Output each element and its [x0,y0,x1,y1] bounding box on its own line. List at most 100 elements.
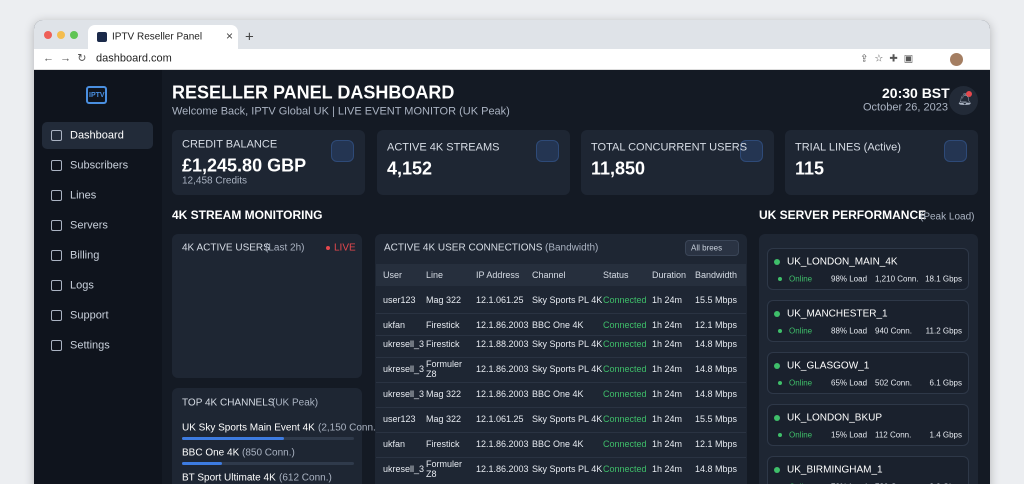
menu-item[interactable]: Lines [70,189,97,202]
table-cell: 12.1.86.2003 [476,438,529,449]
tab[interactable] [88,25,238,49]
menu-item[interactable]: Dashboard [70,129,124,142]
channel-bar-track [182,462,354,465]
server-name: UK_LONDON_MAIN_4K [787,256,898,268]
server-connections: 112 Conn. [875,430,912,440]
table-cell: 1h 24m [652,438,683,449]
table-cell: ukfan [383,319,406,330]
menu-icon [51,250,62,261]
connections-note: (Bandwidth) [545,242,599,254]
stat-value: 11,850 [591,158,646,179]
menu-item[interactable]: Logs [70,279,94,292]
table-cell: 1h 24m [652,388,683,399]
filter-label[interactable]: All brees [691,243,723,253]
table-cell: BBC One 4K [532,319,584,330]
table-cell: ukresell_3 [383,363,425,374]
table-cell: Sky Sports PL 4K [532,294,603,305]
stat-icon [740,140,763,162]
status-dot [774,467,780,473]
table-cell: Sky Sports PL 4K [532,363,603,374]
table-cell: 12.1.061.25 [476,294,524,305]
stat-label: ACTIVE 4K STREAMS [387,141,500,154]
status-dot [774,415,780,421]
section-title: 4K STREAM MONITORING [172,208,323,223]
column-header: IP Address [476,269,520,280]
menu-icon [51,310,62,321]
table-cell: 12.1.061.25 [476,413,524,424]
menu-icon [51,280,62,291]
row-divider [376,456,746,458]
row-divider [376,312,746,314]
status-dot [774,311,780,317]
row-divider [376,356,746,358]
close-dot[interactable] [44,31,52,39]
server-name: UK_MANCHESTER_1 [787,308,888,320]
server-load: 65% Load [831,378,868,388]
table-cell: 14.8 Mbps [695,363,738,374]
server-load: 79% Load [831,482,867,484]
table-cell: Connected [603,294,647,305]
menu-item[interactable]: Billing [70,249,100,262]
server-bandwidth: 18.1 Gbps [925,274,962,284]
table-cell: 14.8 Mbps [695,338,738,349]
tab-close[interactable]: × [226,29,234,44]
table-cell: 14.8 Mbps [695,388,738,399]
server-item [767,248,969,290]
table-cell: Connected [603,438,647,449]
channel-bar [182,462,223,465]
menu-item[interactable]: Servers [70,219,108,232]
server-item [767,352,969,394]
table-cell: Firestick [426,339,460,349]
table-cell: 12.1.86.2003 [476,463,529,474]
bell-icon[interactable]: 🔔︎ [957,92,973,107]
menu-item[interactable]: Support [70,309,109,322]
table-cell: Sky Sports PL 4K [532,413,603,424]
filter-dropdown[interactable] [685,240,739,256]
page-title: RESELLER PANEL DASHBOARD [172,82,455,103]
table-cell: Connected [603,338,647,349]
table-cell: ukresell_3 [383,388,425,399]
server-bandwidth: 1.4 Gbps [929,430,962,440]
table-cell: Mag 322 [426,295,462,305]
stat-value: 4,152 [387,158,433,179]
column-header: Duration [652,269,687,280]
row-divider [376,334,746,336]
server-load: 98% Load [831,274,868,284]
table-cell: Mag 322 [426,389,462,399]
stat-icon [944,140,967,162]
profile-avatar[interactable] [950,53,963,66]
server-connections: 502 Conn. [875,378,912,388]
minimize-dot[interactable] [57,31,65,39]
menu-item[interactable]: Settings [70,339,110,352]
channel-name: UK Sky Sports Main Event 4K [182,422,315,434]
channels-card [172,388,362,484]
nav-buttons[interactable]: ← → ↻ [43,52,87,65]
stat-value: 115 [795,158,825,179]
active-menu-highlight [42,122,153,149]
browser-tools[interactable]: ⇪☆✚▣ [860,53,920,65]
new-tab[interactable]: + [245,28,254,46]
channel-name: BT Sport Ultimate 4K [182,472,276,484]
status-dot-small [778,381,782,385]
stat-sub: 12,458 Credits [182,175,248,187]
logo-text: IPTV [89,91,105,99]
logo-box [86,86,107,104]
table-header [376,264,746,286]
server-bandwidth: 6.1 Gbps [929,378,962,388]
menu-icon [51,130,62,141]
table-cell: Firestick [426,439,460,449]
url: dashboard.com [96,52,172,65]
maximize-dot[interactable] [70,31,78,39]
clock: 20:30 BST [882,84,950,101]
table-cell: BBC One 4K [532,388,584,399]
table-cell: user123 [383,294,416,305]
page-subtitle: Welcome Back, IPTV Global UK | LIVE EVEN… [172,105,510,118]
column-header: Channel [532,269,566,280]
notification-button[interactable] [949,86,978,115]
table-cell: 12.1 Mbps [695,438,738,449]
server-load: 15% Load [831,430,868,440]
date: October 26, 2023 [863,101,949,114]
menu-item[interactable]: Subscribers [70,159,129,172]
status-dot-small [778,329,782,333]
chart-title: 4K ACTIVE USERS [182,242,270,254]
